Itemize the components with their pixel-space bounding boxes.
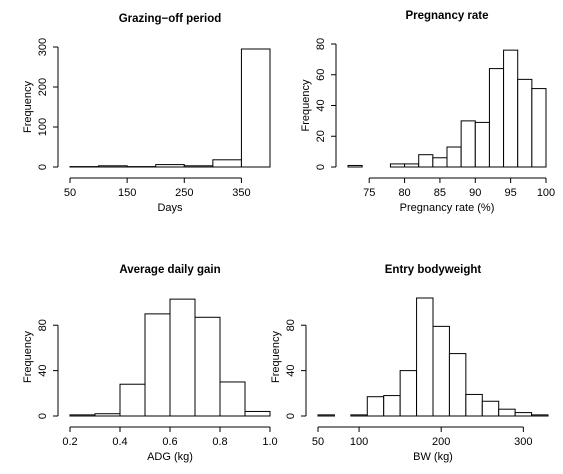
x-tick-label: 50	[64, 187, 76, 199]
y-tick-label: 80	[315, 38, 327, 50]
bar	[517, 78, 533, 168]
x-tick-label: 250	[175, 187, 193, 199]
x-tick-label: 1.0	[262, 436, 277, 448]
bar	[183, 165, 214, 168]
bar	[347, 164, 363, 168]
x-tick-label: 150	[118, 187, 136, 199]
bar	[94, 413, 121, 417]
y-tick-label: 0	[315, 164, 327, 170]
bar	[317, 414, 335, 417]
chart-title: Entry bodyweight	[385, 264, 482, 276]
chart-title: Pregnancy rate	[405, 10, 488, 22]
y-axis-label: Frequency	[270, 331, 282, 383]
x-tick-label: 0.4	[112, 436, 127, 448]
x-tick-label: 350	[232, 187, 250, 199]
bar	[416, 297, 434, 417]
x-tick-label: 100	[350, 436, 368, 448]
bar	[350, 414, 368, 417]
bar	[399, 370, 418, 417]
bar	[460, 120, 476, 168]
x-tick-label: 200	[432, 436, 450, 448]
bar	[432, 325, 450, 417]
bar	[219, 381, 246, 417]
bar	[446, 146, 462, 168]
bar	[98, 165, 128, 168]
y-tick-label: 80	[285, 319, 297, 331]
y-tick-label: 60	[315, 69, 327, 81]
bar	[531, 414, 549, 417]
bar	[169, 298, 196, 417]
x-tick-label: 50	[312, 436, 324, 448]
bar	[389, 163, 406, 168]
y-axis-label: Frequency	[22, 81, 34, 133]
bar	[503, 49, 519, 168]
x-tick-label: 100	[537, 187, 555, 199]
y-tick-label: 0	[37, 413, 49, 419]
x-axis-label: Pregnancy rate (%)	[400, 202, 495, 214]
y-tick-label: 80	[37, 319, 49, 331]
x-axis-label: Days	[157, 202, 183, 214]
y-tick-label: 40	[37, 364, 49, 376]
y-axis-label: Frequency	[22, 331, 34, 383]
y-tick-label: 200	[37, 78, 49, 96]
bar	[498, 408, 516, 417]
y-axis-label: Frequency	[300, 79, 312, 131]
x-axis-label: BW (kg)	[413, 451, 453, 463]
chart-title: Grazing−off period	[119, 13, 222, 25]
y-tick-label: 40	[315, 99, 327, 111]
bar	[474, 121, 490, 168]
bar	[448, 353, 467, 417]
bar	[155, 164, 185, 168]
bar	[514, 412, 533, 417]
bar	[212, 159, 242, 168]
x-tick-label: 0.8	[212, 436, 227, 448]
bar	[194, 316, 221, 417]
bar	[240, 48, 271, 168]
x-tick-label: 90	[469, 187, 481, 199]
bar	[418, 154, 434, 168]
y-tick-label: 300	[37, 38, 49, 56]
bar	[119, 383, 146, 417]
bar	[432, 157, 448, 168]
y-tick-label: 100	[37, 118, 49, 136]
x-tick-label: 95	[505, 187, 517, 199]
bar	[481, 400, 500, 417]
bar	[244, 410, 271, 417]
x-tick-label: 75	[363, 187, 375, 199]
x-tick-label: 0.2	[62, 436, 77, 448]
y-tick-label: 0	[285, 413, 297, 419]
bar	[465, 393, 483, 417]
bar	[383, 395, 401, 417]
y-tick-label: 0	[37, 164, 49, 170]
bar	[366, 396, 385, 417]
bar	[531, 88, 547, 168]
y-tick-label: 40	[285, 364, 297, 376]
bar	[404, 163, 420, 168]
chart-title: Average daily gain	[119, 264, 220, 276]
y-tick-label: 20	[315, 130, 327, 142]
bar	[69, 414, 96, 417]
x-tick-label: 0.6	[162, 436, 177, 448]
x-tick-label: 300	[514, 436, 532, 448]
bar	[488, 68, 505, 168]
bar	[144, 313, 171, 417]
x-axis-label: ADG (kg)	[147, 451, 193, 463]
x-tick-label: 80	[398, 187, 410, 199]
x-tick-label: 85	[434, 187, 446, 199]
